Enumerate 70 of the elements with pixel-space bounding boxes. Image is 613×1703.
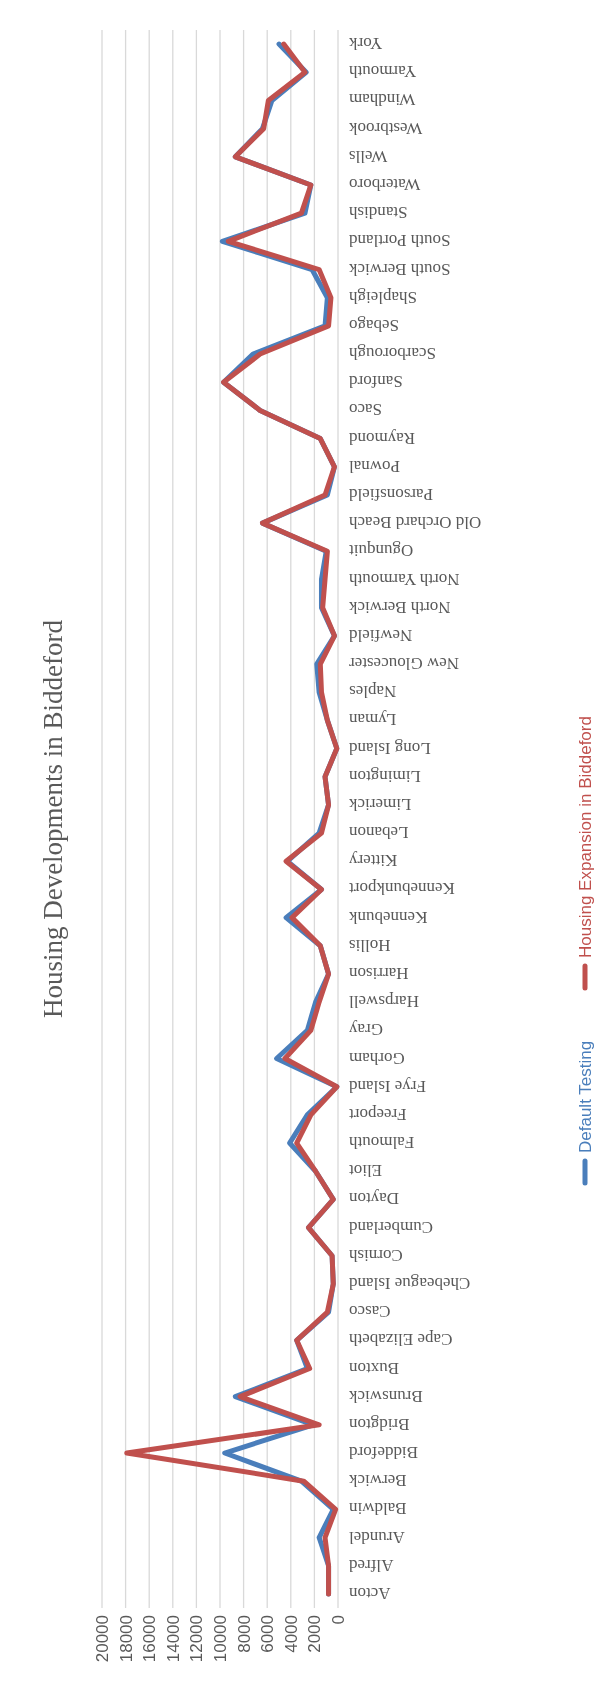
y-tick-label: Harrison xyxy=(348,964,409,984)
x-tick-label: 12000 xyxy=(187,1615,207,1663)
y-tick-label: Baldwin xyxy=(348,1499,407,1519)
y-tick-label: North Berwick xyxy=(348,597,451,617)
y-tick-label: Chebeague Island xyxy=(348,1274,471,1293)
y-tick-label: Buxton xyxy=(348,1358,400,1378)
y-tick-label: Biddeford xyxy=(348,1443,418,1463)
y-tick-label: Long Island xyxy=(348,738,431,758)
y-tick-label: York xyxy=(348,34,383,54)
y-tick-label: New Gloucester xyxy=(348,654,459,674)
y-tick-label: Yarmouth xyxy=(348,62,417,82)
x-tick-label: 0 xyxy=(328,1615,348,1625)
y-tick-label: Windham xyxy=(349,90,416,110)
y-tick-label: Lyman xyxy=(348,710,397,730)
x-tick-label: 6000 xyxy=(258,1615,278,1653)
y-tick-label: Acton xyxy=(348,1583,391,1603)
y-tick-label: Brunswick xyxy=(348,1386,423,1406)
y-tick-label: Saco xyxy=(349,400,383,420)
y-tick-label: Newfield xyxy=(348,625,413,645)
x-tick-label: 16000 xyxy=(140,1615,160,1663)
y-tick-label: Naples xyxy=(349,682,397,702)
x-tick-label: 8000 xyxy=(234,1615,254,1653)
text: Housing Expansion in Biddeford xyxy=(575,716,595,958)
y-tick-label: Casco xyxy=(349,1302,391,1322)
y-tick-label: Hollis xyxy=(349,935,391,955)
y-tick-label: Kennebunk xyxy=(348,907,428,927)
y-tick-label: Sebago xyxy=(349,315,400,335)
y-tick-label: Wells xyxy=(349,146,388,166)
y-tick-label: Alfred xyxy=(348,1555,394,1575)
y-tick-label: Pownal xyxy=(348,456,400,476)
y-tick-label: Shapleigh xyxy=(348,287,417,307)
y-tick-label: Cape Elizabeth xyxy=(348,1330,453,1350)
y-tick-label: Dayton xyxy=(348,1189,400,1209)
y-tick-label: Waterboro xyxy=(349,175,421,195)
y-tick-label: South Portland xyxy=(348,231,451,251)
y-tick-label: Cornish xyxy=(348,1245,403,1265)
y-tick-label: Frye Island xyxy=(348,1076,426,1096)
y-tick-label: Limington xyxy=(348,766,421,786)
y-tick-label: North Yarmouth xyxy=(348,569,460,589)
y-tick-label: Lebanon xyxy=(348,823,409,843)
y-tick-label: Kennebunkport xyxy=(348,879,455,899)
y-tick-label: Ogunquit xyxy=(348,541,414,561)
y-tick-label: Scarborough xyxy=(348,344,436,364)
text: Default Testing xyxy=(575,1040,595,1153)
y-tick-label: South Berwick xyxy=(348,259,451,279)
y-tick-label: Parsonsfield xyxy=(348,485,434,504)
x-tick-label: 10000 xyxy=(210,1615,230,1663)
x-tick-label: 14000 xyxy=(163,1615,183,1663)
text: Housing Developments in Biddeford xyxy=(38,619,68,1019)
y-tick-label: Bridgton xyxy=(348,1414,410,1434)
y-tick-label: Old Orchard Beach xyxy=(348,513,482,533)
y-tick-label: Sanford xyxy=(348,372,403,392)
y-tick-label: Harpswell xyxy=(348,992,419,1012)
x-tick-label: 18000 xyxy=(116,1615,136,1663)
x-tick-label: 4000 xyxy=(281,1615,301,1653)
y-tick-label: Eliot xyxy=(348,1161,383,1181)
y-tick-label: Falmouth xyxy=(348,1133,415,1153)
y-tick-label: Gray xyxy=(348,1020,383,1040)
y-tick-label: Standish xyxy=(348,203,408,223)
y-tick-label: Arundel xyxy=(348,1527,405,1547)
y-tick-label: Westbrook xyxy=(348,118,423,138)
y-tick-label: Raymond xyxy=(348,428,416,448)
y-tick-label: Freeport xyxy=(348,1104,407,1124)
x-tick-label: 20000 xyxy=(92,1615,112,1663)
y-tick-label: Kittery xyxy=(348,851,398,871)
y-tick-label: Limerick xyxy=(348,794,412,814)
y-tick-label: Cumberland xyxy=(348,1217,434,1237)
x-tick-label: 2000 xyxy=(305,1615,325,1653)
y-tick-label: Berwick xyxy=(348,1471,407,1491)
y-tick-label: Gorham xyxy=(349,1048,405,1068)
